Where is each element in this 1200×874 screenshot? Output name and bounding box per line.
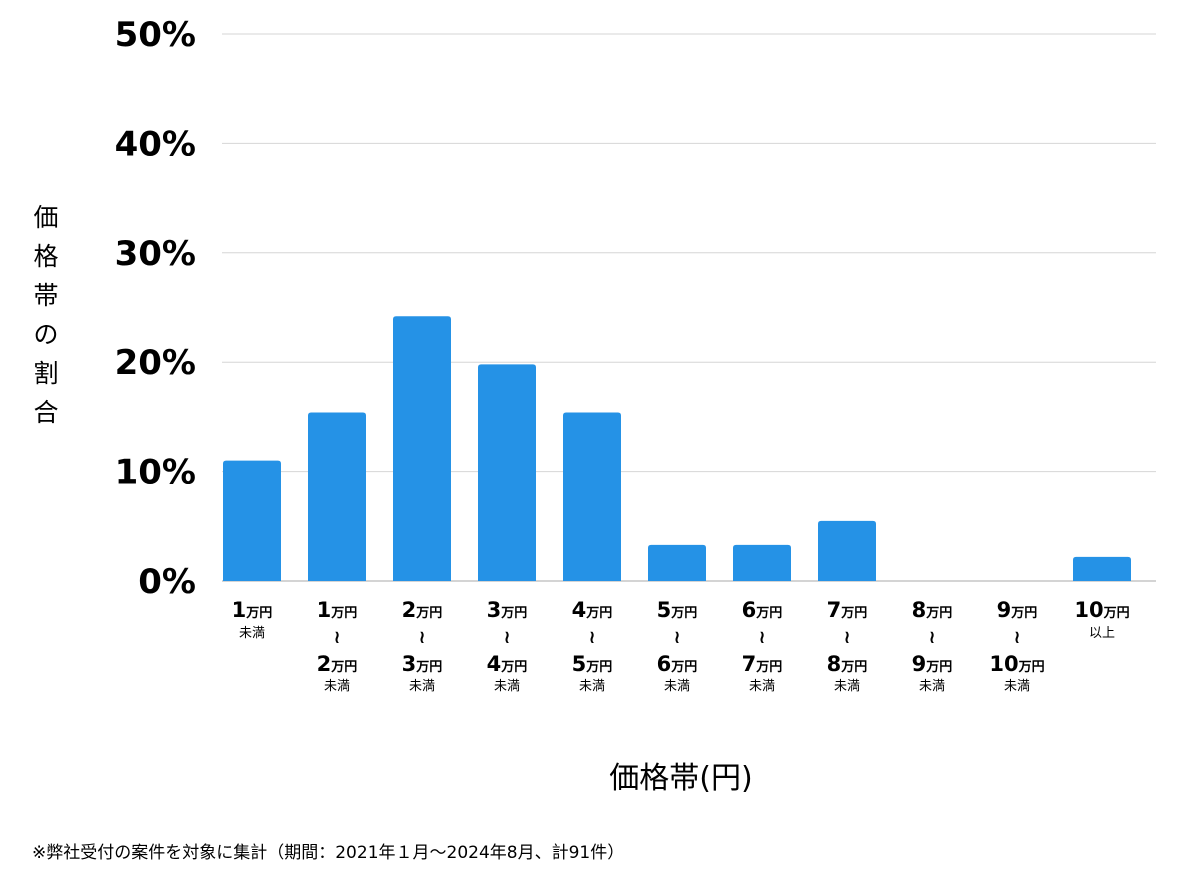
category-note: 未満 bbox=[239, 626, 265, 641]
range-tilde: ≀ bbox=[1014, 627, 1021, 648]
y-tick-label: 40% bbox=[115, 124, 196, 164]
category-range-text: 6万円 bbox=[657, 652, 698, 676]
bar bbox=[563, 412, 621, 581]
y-tick-label: 50% bbox=[115, 15, 196, 55]
category-range-text: 7万円 bbox=[827, 598, 868, 622]
category-note: 未満 bbox=[919, 679, 945, 694]
bar bbox=[223, 460, 281, 581]
y-tick-label: 30% bbox=[115, 234, 196, 274]
bar bbox=[648, 544, 706, 581]
category-range-text: 9万円 bbox=[997, 598, 1038, 622]
category-range-text: 1万円 bbox=[317, 598, 358, 622]
y-tick-label: 10% bbox=[115, 453, 196, 493]
y-tick-label: 20% bbox=[115, 343, 196, 383]
bar bbox=[818, 520, 876, 581]
gridlines bbox=[222, 33, 1156, 582]
category-range-text: 5万円 bbox=[572, 652, 613, 676]
range-tilde: ≀ bbox=[844, 627, 851, 648]
category-range-text: 1万円 bbox=[232, 598, 273, 622]
range-tilde: ≀ bbox=[674, 627, 681, 648]
range-tilde: ≀ bbox=[334, 627, 341, 648]
category-note: 未満 bbox=[494, 679, 520, 694]
category-range-text: 4万円 bbox=[487, 652, 528, 676]
category-range-text: 6万円 bbox=[742, 598, 783, 622]
category-range-text: 10万円 bbox=[989, 652, 1044, 676]
bar bbox=[1073, 556, 1131, 581]
range-tilde: ≀ bbox=[504, 627, 511, 648]
category-note: 未満 bbox=[664, 679, 690, 694]
category-note: 未満 bbox=[324, 679, 350, 694]
category-range-text: 3万円 bbox=[402, 652, 443, 676]
category-range-text: 4万円 bbox=[572, 598, 613, 622]
category-note: 未満 bbox=[409, 679, 435, 694]
range-tilde: ≀ bbox=[419, 627, 426, 648]
footnote: ※弊社受付の案件を対象に集計（期間：2021年１月〜2024年8月、計91件） bbox=[32, 843, 625, 863]
category-note: 以上 bbox=[1089, 626, 1115, 641]
bar bbox=[733, 544, 791, 581]
category-note: 未満 bbox=[1004, 679, 1030, 694]
bar bbox=[393, 316, 451, 581]
category-range-text: 2万円 bbox=[317, 652, 358, 676]
category-range-text: 5万円 bbox=[657, 598, 698, 622]
category-range-text: 7万円 bbox=[742, 652, 783, 676]
category-note: 未満 bbox=[749, 679, 775, 694]
range-tilde: ≀ bbox=[929, 627, 936, 648]
x-axis-category-labels: 1万円未満1万円≀2万円未満2万円≀3万円未満3万円≀4万円未満4万円≀5万円未… bbox=[232, 598, 1130, 694]
category-range-text: 8万円 bbox=[827, 652, 868, 676]
y-axis-ticks: 0% 10% 20% 30% 40% 50% bbox=[115, 15, 196, 602]
category-range-text: 2万円 bbox=[402, 598, 443, 622]
bars bbox=[223, 316, 1131, 581]
bar bbox=[478, 364, 536, 581]
y-axis-label: 価格帯の割合 bbox=[33, 203, 58, 427]
bar bbox=[308, 412, 366, 581]
category-range-text: 10万円 bbox=[1074, 598, 1129, 622]
range-tilde: ≀ bbox=[759, 627, 766, 648]
category-range-text: 8万円 bbox=[912, 598, 953, 622]
category-range-text: 3万円 bbox=[487, 598, 528, 622]
y-axis-label-text: 価格帯の割合 bbox=[33, 203, 58, 427]
y-tick-label: 0% bbox=[138, 562, 196, 602]
range-tilde: ≀ bbox=[589, 627, 596, 648]
category-note: 未満 bbox=[834, 679, 860, 694]
category-range-text: 9万円 bbox=[912, 652, 953, 676]
x-axis-label: 価格帯(円) bbox=[609, 761, 752, 796]
category-note: 未満 bbox=[579, 679, 605, 694]
